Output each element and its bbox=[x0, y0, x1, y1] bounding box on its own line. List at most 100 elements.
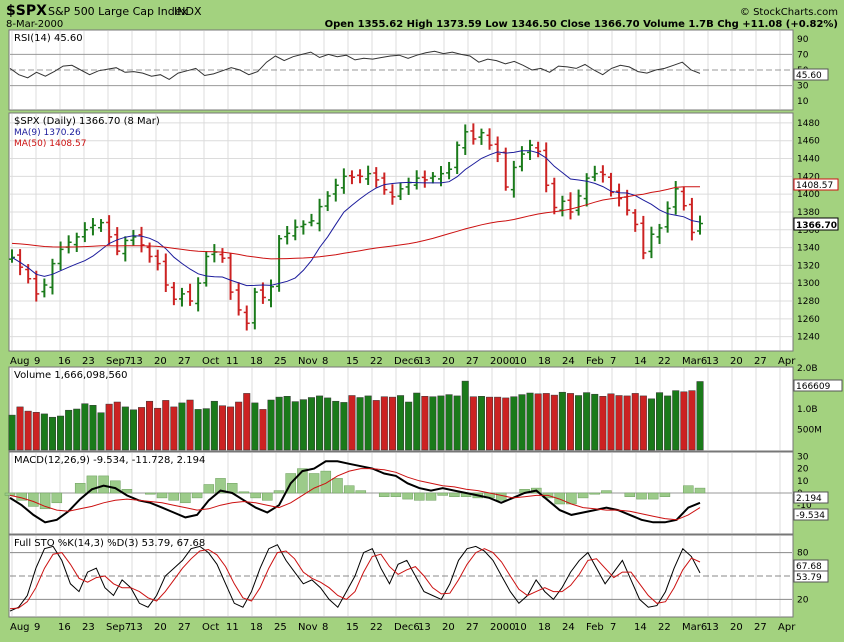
price-y-tick: 1380 bbox=[797, 208, 820, 218]
volume-bar bbox=[599, 396, 607, 451]
price-y-tick: 1400 bbox=[797, 190, 820, 200]
sto-k-line bbox=[9, 544, 701, 612]
macd-histogram-bar bbox=[308, 473, 320, 494]
macd-title: MACD(12,26,9) -9.534, -11.728, 2.194 bbox=[14, 455, 205, 466]
volume-bar bbox=[656, 392, 664, 451]
volume-bar bbox=[307, 397, 315, 451]
macd-histogram-bar bbox=[250, 492, 261, 499]
volume-bar bbox=[73, 408, 81, 451]
x-tick-label-top: Nov bbox=[298, 356, 318, 367]
x-tick-label-top: 9 bbox=[34, 356, 40, 367]
price-y-tick: 1320 bbox=[797, 261, 820, 271]
macd-histogram-bar bbox=[168, 492, 179, 501]
price-title: $SPX (Daily) 1366.70 (8 Mar) bbox=[14, 116, 160, 127]
volume-bar bbox=[421, 396, 429, 451]
x-tick-label-top: 18 bbox=[538, 356, 551, 367]
macd-y-tick: -10 bbox=[797, 501, 812, 511]
volume-bar bbox=[631, 393, 639, 451]
volume-bar bbox=[170, 406, 178, 451]
price-y-tick: 1280 bbox=[797, 297, 820, 307]
volume-bar bbox=[299, 399, 307, 451]
x-tick-label-top: 22 bbox=[658, 356, 671, 367]
sto-k-badge: 53.79 bbox=[793, 570, 829, 583]
volume-bar bbox=[57, 415, 65, 451]
volume-bar bbox=[591, 393, 599, 451]
volume-bar bbox=[146, 400, 154, 451]
x-tick-label-bottom: 22 bbox=[658, 622, 671, 633]
volume-bar bbox=[348, 395, 356, 451]
x-tick-label-top: 13 bbox=[418, 356, 431, 367]
volume-bar bbox=[486, 396, 494, 451]
macd-histogram-bar bbox=[297, 468, 308, 494]
volume-bar bbox=[672, 390, 680, 451]
macd-histogram-bar bbox=[4, 492, 16, 496]
macd-histogram-bar bbox=[180, 492, 191, 504]
volume-bar bbox=[89, 405, 97, 451]
x-tick-label-top: 13 bbox=[130, 356, 143, 367]
volume-bar bbox=[558, 391, 566, 451]
volume-bar bbox=[275, 396, 283, 451]
volume-bar bbox=[235, 401, 243, 451]
macd-histogram-bar bbox=[683, 485, 694, 494]
volume-bar bbox=[364, 395, 372, 451]
rsi-line bbox=[9, 50, 701, 80]
volume-bar bbox=[623, 395, 631, 451]
x-tick-label-bottom: Nov bbox=[298, 622, 318, 633]
svg-text:166609: 166609 bbox=[796, 382, 831, 392]
x-tick-label-bottom: 2000 bbox=[490, 622, 515, 633]
macd-line bbox=[9, 460, 701, 524]
x-tick-label-top: Mar6 bbox=[682, 356, 707, 367]
rsi-y-tick: 30 bbox=[797, 82, 809, 92]
ohlc-summary: Open 1355.62 High 1373.59 Low 1346.50 Cl… bbox=[325, 19, 838, 30]
volume-title: Volume 1,666,098,560 bbox=[14, 370, 128, 381]
x-tick-label-bottom: Sep7 bbox=[106, 622, 131, 633]
rsi-y-tick: 10 bbox=[797, 97, 809, 107]
volume-bar bbox=[607, 393, 615, 451]
x-tick-label-bottom: 20 bbox=[154, 622, 167, 633]
volume-bar bbox=[453, 395, 461, 451]
volume-bar bbox=[542, 393, 550, 451]
x-tick-label-bottom: 27 bbox=[754, 622, 767, 633]
volume-bar bbox=[291, 401, 299, 451]
macd-value-badge: -9.534 bbox=[793, 508, 829, 521]
svg-text:53.79: 53.79 bbox=[796, 573, 822, 583]
x-tick-label-bottom: 13 bbox=[706, 622, 719, 633]
sto-y-tick: 20 bbox=[797, 595, 809, 605]
volume-bar bbox=[510, 396, 518, 451]
macd-histogram-bar bbox=[191, 492, 203, 499]
macd-y-tick: 30 bbox=[797, 452, 809, 462]
volume-bar bbox=[372, 400, 380, 451]
macd-histogram-bar bbox=[355, 490, 367, 494]
macd-histogram-bar bbox=[449, 492, 460, 497]
macd-histogram-bar bbox=[414, 492, 425, 501]
price-value-badge: 1366.70 bbox=[793, 217, 839, 231]
volume-bar bbox=[615, 395, 623, 451]
macd-histogram-bar bbox=[577, 492, 589, 499]
volume-bar bbox=[477, 396, 485, 451]
macd-histogram-bar bbox=[636, 492, 647, 500]
x-tick-label-bottom: Feb bbox=[586, 622, 604, 633]
macd-histogram-bar bbox=[589, 492, 600, 495]
x-tick-label-bottom: 20 bbox=[442, 622, 455, 633]
macd-histogram-bar bbox=[28, 492, 39, 507]
x-tick-label-top: Dec6 bbox=[394, 356, 420, 367]
macd-histogram-bar bbox=[262, 492, 273, 501]
macd-histogram-bar bbox=[437, 492, 448, 496]
x-tick-label-bottom: 14 bbox=[634, 622, 647, 633]
volume-y-tick: 1.0B bbox=[797, 405, 818, 415]
volume-bar bbox=[518, 394, 526, 451]
macd-histogram-bar bbox=[402, 492, 413, 500]
volume-bar bbox=[583, 392, 591, 451]
price-y-tick: 1360 bbox=[797, 226, 820, 236]
svg-text:-9.534: -9.534 bbox=[796, 511, 825, 521]
symbol-title: $SPX bbox=[6, 3, 47, 19]
x-tick-label-bottom: 10 bbox=[514, 622, 527, 633]
macd-histogram-bar bbox=[343, 485, 355, 494]
volume-bar bbox=[429, 396, 437, 451]
volume-bar bbox=[138, 407, 146, 451]
volume-bar bbox=[81, 403, 89, 451]
x-tick-label-top: 13 bbox=[706, 356, 719, 367]
volume-bar bbox=[469, 396, 477, 451]
volume-bar bbox=[696, 381, 704, 451]
